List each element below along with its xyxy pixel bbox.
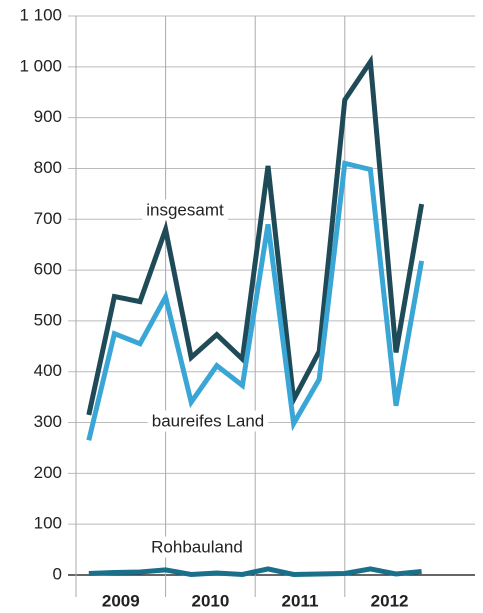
series-label-bg — [147, 410, 269, 432]
x-group-label: 2009 — [102, 591, 140, 610]
series-line — [86, 54, 425, 416]
y-tick-label: 300 — [34, 412, 62, 431]
y-tick-label: 500 — [34, 310, 62, 329]
x-group-label: 2011 — [282, 591, 319, 610]
y-tick-label: 100 — [34, 514, 62, 533]
series-label-bg — [147, 536, 247, 558]
y-tick-label: 800 — [34, 158, 62, 177]
y-tick-label: 700 — [34, 209, 62, 228]
series-label: insgesamt — [146, 200, 224, 219]
y-tick-label: 1 000 — [19, 56, 62, 75]
y-tick-label: 0 — [53, 564, 62, 583]
y-tick-label: 600 — [34, 260, 62, 279]
series-label: Rohbauland — [151, 537, 243, 556]
x-group-label: 2012 — [371, 591, 409, 610]
series-line — [88, 566, 422, 578]
y-tick-label: 200 — [34, 463, 62, 482]
series-label-bg — [142, 199, 229, 221]
y-tick-label: 900 — [34, 107, 62, 126]
x-group-label: 2010 — [191, 591, 229, 610]
series-label: baureifes Land — [152, 411, 264, 430]
series-line — [86, 160, 425, 441]
y-tick-label: 400 — [34, 361, 62, 380]
y-tick-label: 1 100 — [19, 5, 62, 24]
